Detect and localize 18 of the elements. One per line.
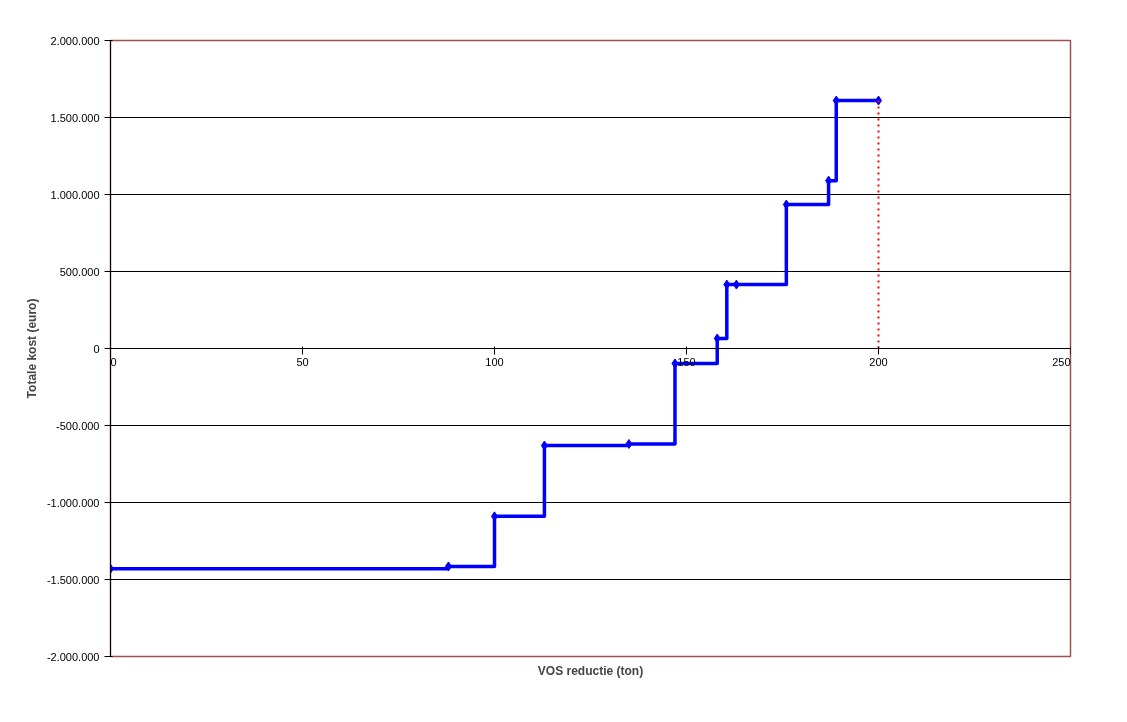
y-tick-label: -2.000.000 (46, 650, 100, 663)
point (625, 438, 633, 449)
x-tick-label: 100 (485, 355, 504, 368)
x-axis-title: VOS reductie (ton) (537, 663, 644, 678)
y-tick-label: 1.000.000 (50, 188, 100, 201)
y-tick-label: 500.000 (59, 265, 100, 278)
y-tick-label: -1.000.000 (46, 496, 100, 509)
y-tick-label: -1.500.000 (46, 573, 100, 586)
x-tick-label: 200 (869, 355, 888, 368)
y-tick-label: 0 (93, 342, 100, 355)
x-tick-label: 0 (110, 355, 117, 368)
x-tick-label: 250 (1052, 355, 1071, 368)
x-tick-label: 50 (296, 355, 309, 368)
point (444, 561, 452, 572)
y-axis-title: Totale kost (euro) (24, 298, 39, 399)
y-tick-label: 1.500.000 (50, 111, 100, 124)
y-tick-label: -500.000 (56, 419, 100, 432)
y-tick-label: 2.000.000 (50, 34, 100, 47)
